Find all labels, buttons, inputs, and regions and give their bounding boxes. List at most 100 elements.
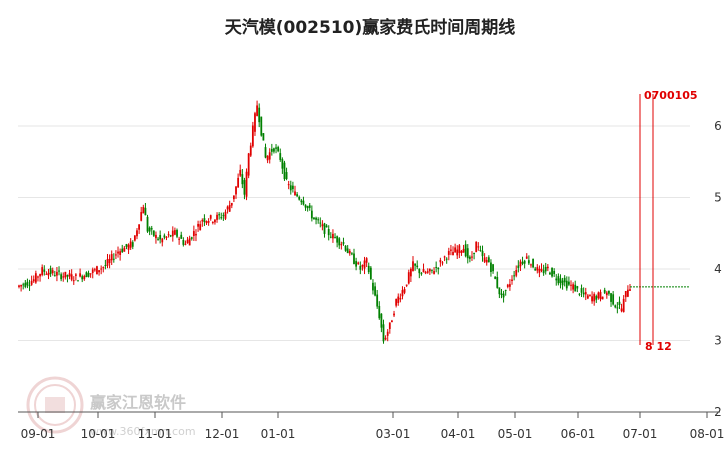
candle-body [378, 305, 381, 319]
candle-body [115, 254, 117, 256]
candle-body [481, 250, 484, 257]
candle-body [142, 207, 145, 214]
candle-body [473, 252, 475, 254]
candle-body [43, 269, 46, 272]
candle-body [98, 270, 100, 273]
candle-body [169, 235, 172, 237]
fib-time-lines: 0700105 8 12 [630, 89, 698, 353]
candle-body [534, 268, 537, 271]
candle-body [365, 258, 368, 263]
candle-body [74, 274, 77, 276]
candle-body [563, 277, 566, 283]
x-tick-label: 04-01 [441, 427, 476, 441]
candle-body [542, 270, 545, 274]
candle-body [79, 273, 81, 277]
candle-body [264, 147, 267, 158]
candle-body [601, 296, 604, 300]
candle-body [626, 289, 629, 297]
candle-body [53, 275, 56, 277]
candle-body [487, 257, 490, 263]
candle-body [56, 271, 58, 276]
candle-body [258, 107, 261, 123]
candle-body [224, 211, 227, 219]
candle-body [64, 271, 67, 278]
candle-body [96, 266, 98, 275]
candle-body [230, 202, 233, 206]
candle-body [279, 153, 282, 160]
candle-body [614, 305, 617, 308]
candle-body [420, 273, 423, 275]
candle-body [506, 284, 509, 287]
candle-body [197, 223, 199, 227]
candle-body [203, 218, 206, 223]
candle-body [28, 285, 31, 287]
candle-body [199, 224, 202, 231]
candle-body [409, 268, 412, 277]
y-tick-label: 4 [714, 262, 722, 276]
candle-body [454, 247, 457, 253]
candle-body [310, 210, 313, 219]
candle-body [374, 286, 376, 296]
candle-body [178, 238, 181, 240]
candle-body [32, 279, 35, 282]
candle-body [321, 224, 324, 227]
candle-body [275, 147, 277, 149]
candle-body [108, 258, 111, 264]
candle-body [568, 281, 570, 285]
candle-body [136, 230, 138, 237]
candle-body [629, 289, 631, 291]
candle-body [150, 228, 153, 230]
candle-body [216, 214, 218, 220]
candle-body [399, 297, 402, 300]
candle-body [81, 276, 84, 280]
candle-body [443, 256, 446, 258]
candle-body [622, 298, 625, 312]
candle-body [72, 280, 75, 282]
candle-body [302, 200, 305, 205]
candle-body [610, 293, 612, 302]
watermark-logo-icon [26, 376, 84, 434]
candle-body [300, 200, 303, 203]
fib-label-top: 0700105 [644, 89, 698, 102]
candle-body [511, 279, 513, 281]
candle-body [433, 271, 435, 274]
candle-body [315, 217, 317, 220]
candle-body [582, 292, 585, 295]
candle-body [83, 275, 86, 280]
candle-body [500, 293, 503, 295]
candle-body [576, 286, 579, 289]
candle-body [361, 264, 364, 267]
candle-body [195, 233, 197, 236]
candle-body [277, 147, 280, 152]
x-tick-label: 12-01 [205, 427, 240, 441]
candle-body [462, 248, 465, 253]
candle-body [418, 268, 421, 274]
watermark-text: 赢家江恩软件 [90, 393, 186, 412]
candle-body [247, 153, 250, 176]
candle-body [580, 288, 583, 293]
candle-body [207, 221, 210, 223]
candle-body [18, 285, 20, 287]
candle-body [532, 258, 534, 268]
candle-body [192, 231, 195, 236]
candle-body [41, 267, 44, 275]
candle-body [346, 248, 349, 254]
candle-body [477, 246, 480, 248]
candle-body [249, 145, 252, 156]
chart-title: 天汽模(002510)赢家费氏时间周期线 [225, 17, 516, 38]
candle-body [104, 265, 107, 267]
candle-body [407, 272, 410, 284]
candle-body [146, 216, 149, 232]
candle-body [262, 133, 265, 141]
candle-body [30, 281, 33, 285]
candle-body [220, 217, 223, 219]
candle-body [388, 322, 391, 329]
candle-body [159, 235, 162, 240]
candle-body [431, 269, 433, 271]
candle-body [161, 238, 164, 243]
candle-body [618, 301, 621, 306]
candle-body [523, 260, 526, 264]
candle-body [348, 250, 351, 254]
candle-body [174, 230, 176, 235]
x-tick-label: 11-01 [138, 427, 173, 441]
